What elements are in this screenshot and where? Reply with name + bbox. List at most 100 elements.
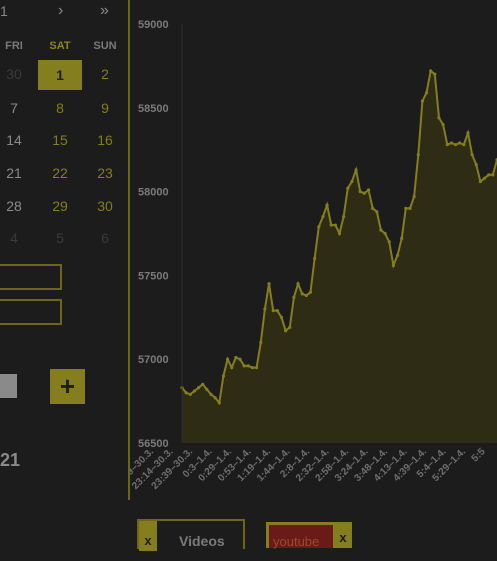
data-point bbox=[337, 231, 342, 236]
calendar-day[interactable]: 5 bbox=[56, 230, 64, 246]
data-point bbox=[470, 153, 474, 157]
close-icon: x bbox=[144, 533, 152, 548]
data-point bbox=[350, 179, 354, 184]
chip-youtube-label: youtube bbox=[273, 534, 320, 549]
data-point bbox=[420, 99, 424, 103]
data-point bbox=[238, 357, 242, 361]
data-point bbox=[437, 116, 441, 120]
data-point bbox=[284, 329, 288, 333]
data-point bbox=[325, 203, 329, 207]
y-tick-label: 56500 bbox=[138, 438, 169, 450]
price-chart: 59000 58500 58000 57500 57000 56500 22:49–30.… bbox=[130, 19, 497, 492]
data-point bbox=[474, 163, 478, 167]
calendar-day[interactable]: 23 bbox=[97, 165, 113, 181]
data-point bbox=[296, 282, 300, 286]
chip-videos-label: Videos bbox=[179, 533, 225, 549]
data-point bbox=[482, 176, 487, 180]
data-point bbox=[300, 292, 304, 296]
calendar-day[interactable]: 1 bbox=[38, 60, 82, 90]
data-point bbox=[217, 401, 221, 405]
chip-youtube-label-box: youtube bbox=[269, 525, 333, 549]
data-point bbox=[225, 357, 230, 361]
data-point bbox=[221, 374, 226, 378]
color-swatch-button[interactable] bbox=[0, 374, 17, 398]
chart-series bbox=[180, 69, 497, 444]
calendar-day[interactable]: 9 bbox=[101, 100, 109, 116]
data-point bbox=[445, 143, 449, 147]
data-point bbox=[279, 315, 284, 319]
data-point bbox=[308, 290, 313, 294]
data-point bbox=[387, 240, 391, 244]
calendar-month-label[interactable]: 1 bbox=[0, 3, 8, 19]
start-date-field[interactable] bbox=[0, 264, 62, 290]
data-point bbox=[263, 307, 267, 311]
calendar-day[interactable]: 14 bbox=[6, 132, 22, 148]
data-point bbox=[366, 188, 371, 192]
data-point bbox=[188, 392, 192, 396]
data-point bbox=[255, 365, 259, 370]
data-point bbox=[288, 325, 292, 329]
data-point bbox=[441, 122, 445, 127]
data-point bbox=[412, 195, 416, 199]
calendar-day[interactable]: 28 bbox=[6, 198, 22, 214]
data-point bbox=[379, 228, 383, 232]
next-year-button[interactable]: » bbox=[100, 2, 109, 19]
calendar-day[interactable]: 22 bbox=[52, 165, 68, 181]
x-axis: 22:49–30.3.23:14–30.3.23:39–30.3.0:3–1.4… bbox=[130, 446, 488, 492]
calendar-day[interactable]: 16 bbox=[97, 132, 113, 148]
data-point bbox=[449, 141, 454, 145]
chip-youtube[interactable]: youtube x bbox=[266, 522, 352, 549]
y-tick-label: 57500 bbox=[138, 270, 169, 282]
calendar-day[interactable]: 7 bbox=[10, 100, 18, 116]
weekday-sat: SAT bbox=[49, 40, 71, 52]
data-point bbox=[333, 223, 337, 227]
data-point bbox=[371, 206, 375, 210]
calendar-day[interactable]: 8 bbox=[56, 100, 64, 116]
data-point bbox=[205, 387, 209, 391]
data-point bbox=[491, 173, 495, 177]
y-tick-label: 59000 bbox=[138, 19, 169, 31]
data-point bbox=[317, 225, 321, 229]
data-point bbox=[354, 168, 358, 172]
data-point bbox=[462, 143, 466, 147]
data-point bbox=[213, 396, 217, 400]
calendar-day[interactable]: 6 bbox=[101, 230, 109, 246]
calendar-day[interactable]: 30 bbox=[97, 198, 113, 214]
close-icon: x bbox=[339, 530, 347, 545]
data-point bbox=[250, 365, 255, 370]
remove-videos-button[interactable]: x bbox=[139, 521, 157, 551]
chip-videos[interactable]: x Videos bbox=[137, 519, 245, 551]
weekday-sun: SUN bbox=[93, 40, 117, 52]
data-point bbox=[271, 308, 275, 313]
data-point bbox=[234, 355, 238, 360]
data-point bbox=[259, 340, 263, 345]
data-point bbox=[304, 293, 308, 298]
calendar-day[interactable]: 29 bbox=[52, 198, 68, 214]
remove-youtube-button[interactable]: x bbox=[334, 530, 352, 545]
plus-icon: + bbox=[59, 371, 76, 401]
data-point bbox=[321, 215, 325, 219]
panel-divider bbox=[128, 0, 130, 500]
calendar-day[interactable]: 21 bbox=[6, 165, 22, 181]
y-tick-label: 58000 bbox=[138, 187, 169, 199]
data-point bbox=[329, 223, 333, 227]
data-point bbox=[209, 392, 213, 396]
data-point bbox=[466, 131, 470, 135]
data-point bbox=[242, 364, 246, 368]
y-tick-label: 57000 bbox=[138, 354, 169, 366]
data-point bbox=[487, 173, 491, 177]
calendar-day[interactable]: 4 bbox=[10, 230, 18, 246]
data-point bbox=[408, 206, 412, 210]
calendar-day[interactable]: 2 bbox=[101, 66, 109, 82]
data-point bbox=[230, 365, 234, 370]
next-month-button[interactable]: › bbox=[58, 2, 64, 19]
data-point bbox=[196, 386, 201, 390]
end-date-field[interactable] bbox=[0, 299, 62, 325]
y-tick-label: 58500 bbox=[138, 103, 169, 115]
calendar-day[interactable]: 30 bbox=[6, 66, 22, 82]
data-point bbox=[375, 210, 379, 214]
add-button[interactable]: + bbox=[50, 369, 85, 404]
calendar-day[interactable]: 15 bbox=[52, 132, 68, 148]
data-point bbox=[400, 236, 404, 241]
data-point bbox=[275, 308, 279, 313]
